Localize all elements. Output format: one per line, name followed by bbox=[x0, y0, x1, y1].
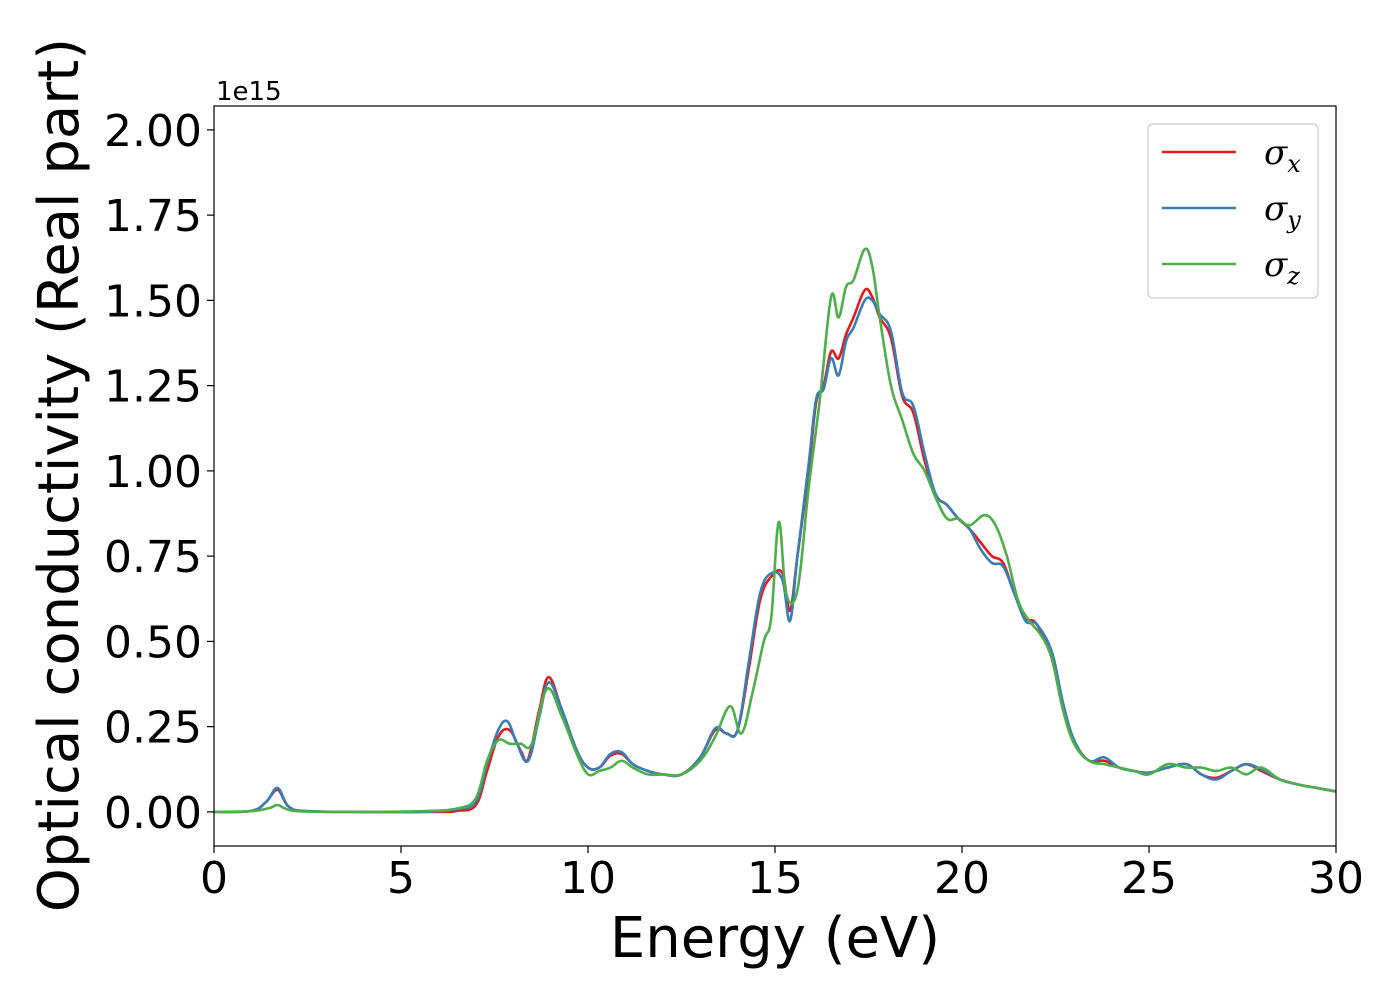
y-axis-title: Optical conductivity (Real part) bbox=[27, 38, 92, 912]
legend-label-subscript: z bbox=[1286, 262, 1300, 290]
legend-label-y: σy bbox=[1264, 189, 1301, 234]
x-axis: 0 5 10 15 20 25 30 bbox=[200, 846, 1364, 904]
y-axis: 0.00 0.25 0.50 0.75 1.00 1.25 1.50 1.75 2.00 bbox=[104, 106, 214, 839]
y-tick-label: 0.25 bbox=[104, 703, 202, 754]
y-axis-offset-label: 1e15 bbox=[216, 77, 282, 107]
y-tick-label: 1.75 bbox=[104, 191, 202, 242]
legend-label-symbol: σ bbox=[1264, 245, 1288, 285]
x-tick-label: 0 bbox=[200, 853, 228, 904]
legend-label-symbol: σ bbox=[1264, 189, 1288, 229]
y-tick-label: 2.00 bbox=[104, 106, 202, 157]
x-tick-label: 10 bbox=[560, 853, 616, 904]
legend-label-subscript: y bbox=[1286, 206, 1301, 234]
y-tick-label: 0.00 bbox=[104, 788, 202, 839]
y-tick-label: 1.50 bbox=[104, 276, 202, 327]
legend-label-x: σx bbox=[1264, 133, 1301, 178]
plot-lines bbox=[214, 247, 1336, 814]
legend-label-subscript: x bbox=[1287, 150, 1301, 178]
y-tick-label: 0.75 bbox=[104, 532, 202, 583]
series-line-z bbox=[214, 247, 1336, 814]
y-tick-label: 1.00 bbox=[104, 447, 202, 498]
y-tick-label: 1.25 bbox=[104, 362, 202, 413]
legend-label-z: σz bbox=[1264, 245, 1300, 290]
y-tick-label: 0.50 bbox=[104, 617, 202, 668]
x-axis-title: Energy (eV) bbox=[610, 906, 940, 971]
x-tick-label: 5 bbox=[387, 853, 415, 904]
x-tick-label: 15 bbox=[747, 853, 803, 904]
legend-box bbox=[1147, 123, 1319, 299]
x-tick-label: 30 bbox=[1308, 853, 1364, 904]
x-tick-label: 20 bbox=[934, 853, 990, 904]
x-tick-label: 25 bbox=[1121, 853, 1177, 904]
legend-label-symbol: σ bbox=[1264, 133, 1288, 173]
